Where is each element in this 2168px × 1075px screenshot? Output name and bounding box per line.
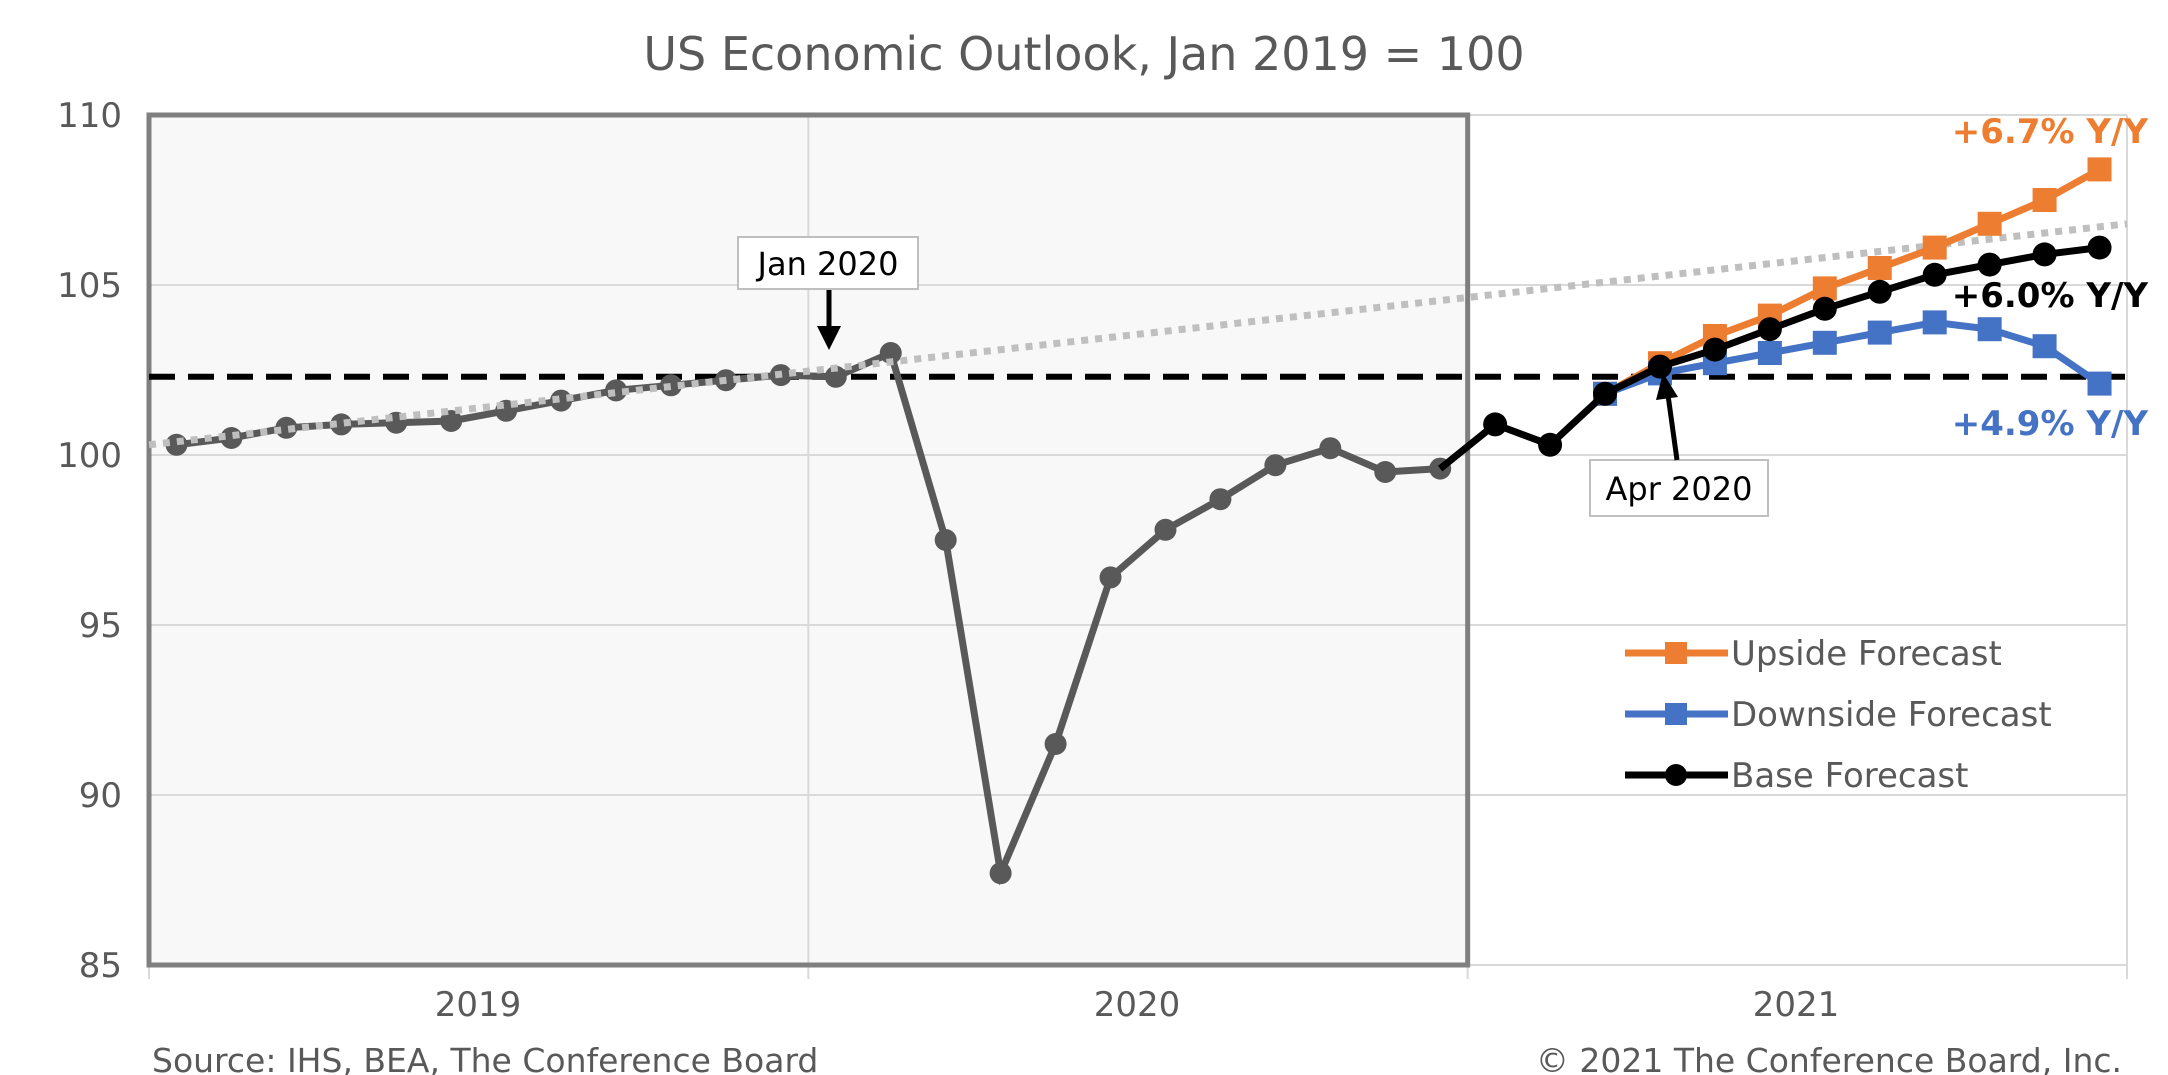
trend-line [148, 220, 2128, 449]
legend-label: Downside Forecast [1731, 695, 2052, 735]
y-tick-label: 95 [79, 606, 122, 646]
x-tick-2021: 2021 [1753, 985, 1840, 1025]
history-point [1374, 461, 1397, 483]
series-point [2087, 371, 2112, 396]
legend: Upside Forecast Downside Forecast Base For… [1625, 634, 2052, 796]
history-point [1209, 488, 1232, 511]
legend-marker [1665, 764, 1687, 786]
series-point [2087, 235, 2112, 260]
downside-end-label: +4.9% Y/Y [1952, 404, 2149, 444]
copyright-note: © 2021 The Conference Board, Inc. [1536, 1041, 2122, 1075]
annotation-apr-2020: Apr 2020 [1589, 373, 1769, 517]
legend-label: Base Forecast [1731, 756, 1968, 796]
series-point [1867, 256, 1892, 280]
shaded-region-border [146, 112, 1471, 968]
series-point [1812, 330, 1837, 355]
series-point [1922, 310, 1947, 335]
history-point [1319, 437, 1342, 460]
svg-text:Apr 2020: Apr 2020 [1606, 470, 1753, 508]
series-point [1757, 317, 1782, 342]
chart-title: US Economic Outlook, Jan 2019 = 100 [643, 27, 1524, 81]
series-point [1812, 276, 1837, 301]
series-point [2032, 242, 2057, 267]
series-point [1593, 381, 1618, 406]
history-point [330, 413, 353, 436]
y-tick-label: 110 [57, 96, 122, 136]
series-point [2087, 157, 2112, 182]
history-point [989, 862, 1012, 885]
y-tick-label: 100 [57, 436, 122, 476]
history-point [824, 365, 847, 388]
series-point [1757, 341, 1782, 365]
series-point [1922, 235, 1947, 260]
series-line-1 [1603, 318, 2102, 398]
x-tick-2019: 2019 [435, 985, 522, 1025]
annotation-jan-2020: Jan 2020 [737, 236, 919, 350]
series-point [1647, 354, 1672, 379]
series-point [1812, 296, 1837, 321]
history-point [879, 342, 902, 364]
history-point [1099, 566, 1122, 589]
legend-marker [1665, 703, 1687, 725]
series-point [1702, 337, 1727, 362]
history-point [1154, 518, 1177, 541]
series-point [1977, 252, 2002, 277]
series-point [1977, 317, 2002, 342]
legend-label: Upside Forecast [1731, 634, 2002, 674]
series-point [1483, 412, 1508, 437]
base-end-label: +6.0% Y/Y [1952, 276, 2149, 316]
series-point [1922, 262, 1947, 287]
series-point [1867, 320, 1892, 345]
y-tick-label: 85 [79, 946, 122, 986]
upside-end-label: +6.7% Y/Y [1952, 112, 2149, 152]
history-point [1044, 733, 1067, 755]
series-point [1538, 432, 1563, 457]
svg-text:Jan 2020: Jan 2020 [756, 245, 899, 283]
series-point [1977, 211, 2002, 236]
history-point [934, 529, 957, 551]
y-tick-label: 90 [79, 776, 122, 816]
x-tick-2020: 2020 [1094, 985, 1181, 1025]
series-point [2032, 188, 2057, 212]
series-point [2032, 334, 2057, 359]
history-point [440, 410, 463, 432]
series-point [1867, 279, 1892, 304]
y-tick-label: 105 [57, 266, 122, 306]
history-point [659, 374, 682, 397]
series-line-0 [1603, 166, 2102, 397]
history-point [1264, 454, 1287, 477]
legend-marker [1665, 642, 1687, 664]
source-note: Source: IHS, BEA, The Conference Board [152, 1041, 818, 1075]
